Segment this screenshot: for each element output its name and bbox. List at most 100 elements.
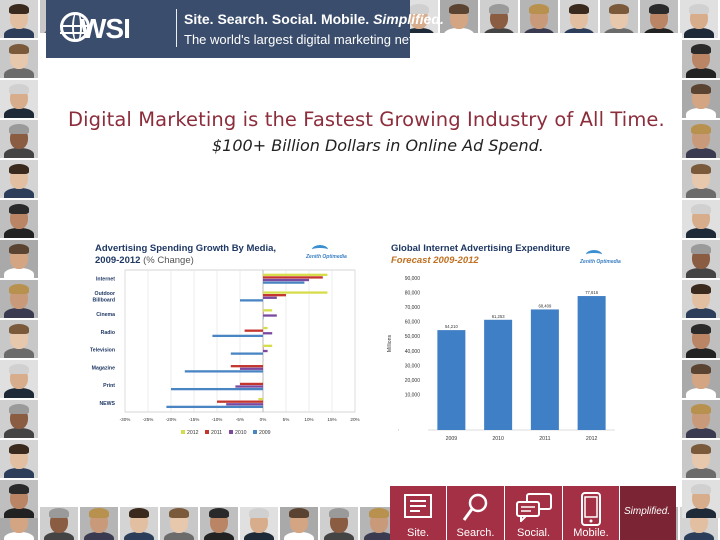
headshot-photo — [160, 504, 198, 540]
nav-mobile-button[interactable]: Mobile. — [563, 486, 620, 540]
headshot-detail — [4, 228, 34, 238]
headshot-detail — [4, 468, 34, 478]
media-chart-title-block: Advertising Spending Growth By Media, 20… — [95, 243, 276, 267]
forecast-x-tick-label: 2009 — [446, 436, 458, 442]
nav-site-button[interactable]: Site. — [390, 486, 447, 540]
nav-social-button[interactable]: Social. — [505, 486, 563, 540]
media-bar-2010 — [263, 278, 309, 282]
media-bar-2009 — [184, 370, 263, 373]
forecast-data-label: 54,210 — [445, 324, 458, 329]
headshot-detail — [4, 308, 34, 318]
headshot-detail — [691, 364, 711, 374]
media-bar-2012 — [258, 397, 263, 401]
media-x-tick-label: -20% — [166, 417, 177, 422]
media-x-tick-label: -15% — [189, 417, 200, 422]
media-bar-2009 — [263, 316, 264, 320]
media-bar-2012 — [263, 273, 328, 276]
headshot-detail — [364, 532, 394, 540]
headshot-photo — [0, 320, 38, 358]
headshot-photo — [640, 0, 678, 38]
headshot-detail — [691, 244, 711, 254]
media-bar-2009 — [171, 387, 263, 391]
headshot-photo — [240, 504, 278, 540]
headshot-detail — [244, 532, 274, 540]
headshot-photo — [0, 200, 38, 238]
headshot-detail — [686, 508, 716, 518]
headshot-detail — [686, 348, 716, 358]
headshot-photo — [0, 440, 38, 478]
headshot-detail — [249, 508, 269, 518]
legend-label-2010: 2010 — [235, 430, 247, 436]
media-bar-2009 — [212, 334, 263, 338]
media-bar-2012 — [263, 291, 328, 294]
media-chart-subtitle-unit: (% Change) — [140, 255, 194, 266]
forecast-chart-title-block: Global Internet Advertising Expenditure … — [391, 243, 570, 267]
headshot-detail — [9, 124, 29, 134]
headshot-photo — [0, 80, 38, 118]
media-category-label: NEWS — [99, 401, 115, 407]
headshot-photo — [682, 320, 720, 358]
headshot-detail — [89, 508, 109, 518]
nav-site-label: Site. — [406, 527, 429, 539]
tagline-text: Site. Search. Social. Mobile. — [184, 11, 374, 27]
headshot-detail — [686, 388, 716, 398]
headshot-detail — [169, 508, 189, 518]
headshot-photo — [40, 504, 78, 540]
media-x-tick-label: 5% — [283, 417, 290, 422]
media-x-tick-label: 20% — [350, 417, 359, 422]
headshot-detail — [84, 532, 114, 540]
media-bar-2009 — [166, 405, 263, 409]
forecast-y-tick-label: 30,000 — [405, 363, 421, 369]
headshot-detail — [684, 28, 714, 38]
headshot-detail — [44, 532, 74, 540]
media-bar-2011 — [263, 294, 286, 297]
headshot-detail — [284, 532, 314, 540]
headshot-detail — [686, 68, 716, 78]
simplified-tag-text: Simplified. — [624, 506, 671, 517]
legend-swatch-2009 — [253, 430, 257, 434]
media-category-label: Internet — [96, 277, 115, 283]
nav-mobile-label: Mobile. — [573, 527, 609, 539]
headshot-detail — [691, 124, 711, 134]
forecast-x-tick-label: 2010 — [492, 436, 504, 442]
forecast-chart-brand: Zenith Optimedia — [580, 250, 621, 265]
media-bar-2010 — [263, 314, 277, 317]
headshot-detail — [684, 532, 714, 540]
headshot-detail — [686, 468, 716, 478]
headshot-detail — [9, 324, 29, 334]
media-growth-chart: -30% -25% -20% -15% -10% -5% 0% 5% 10% 15% 20% Inte… — [90, 269, 360, 436]
headshot-detail — [4, 348, 34, 358]
headshot-photo — [0, 240, 38, 278]
media-bar-2009 — [230, 352, 263, 355]
headshot-detail — [4, 532, 34, 540]
headshot-detail — [129, 508, 149, 518]
media-bar-2009 — [240, 299, 263, 302]
headshot-detail — [4, 188, 34, 198]
headshot-detail — [9, 404, 29, 414]
nav-search-button[interactable]: Search. — [447, 486, 505, 540]
headshot-detail — [9, 484, 29, 494]
media-bar-2011 — [263, 311, 264, 315]
media-bar-2010 — [240, 367, 263, 370]
media-chart-brand-text: Zenith Optimedia — [306, 254, 347, 260]
headshot-detail — [9, 4, 29, 14]
media-category-label: Outdoor — [95, 291, 115, 297]
forecast-chart-subtitle: Forecast 2009-2012 — [391, 255, 479, 266]
forecast-y-tick-label: 40,000 — [405, 349, 421, 355]
internet-ad-forecast-chart: 10,000 20,000 30,000 40,000 50,000 60,000 70,0… — [387, 276, 615, 442]
media-category-label: Magazine — [92, 365, 115, 371]
headshot-detail — [449, 4, 469, 14]
forecast-y-tick-label: 90,000 — [405, 276, 421, 282]
media-category-label: Television — [90, 348, 115, 354]
headshot-detail — [691, 284, 711, 294]
headshot-detail — [4, 148, 34, 158]
slide-subheadline: $100+ Billion Dollars in Online Ad Spend… — [212, 136, 544, 155]
tagline-emphasis: Simplified. — [373, 11, 444, 27]
slide-headline: Digital Marketing is the Fastest Growing… — [68, 108, 665, 131]
media-x-tick-label: -10% — [212, 417, 223, 422]
headshot-detail — [124, 532, 154, 540]
legend-swatch-2010 — [229, 430, 233, 434]
brand-swoosh-icon — [586, 250, 602, 259]
media-bar-2012 — [263, 362, 264, 365]
legend-swatch-2012 — [181, 430, 185, 434]
